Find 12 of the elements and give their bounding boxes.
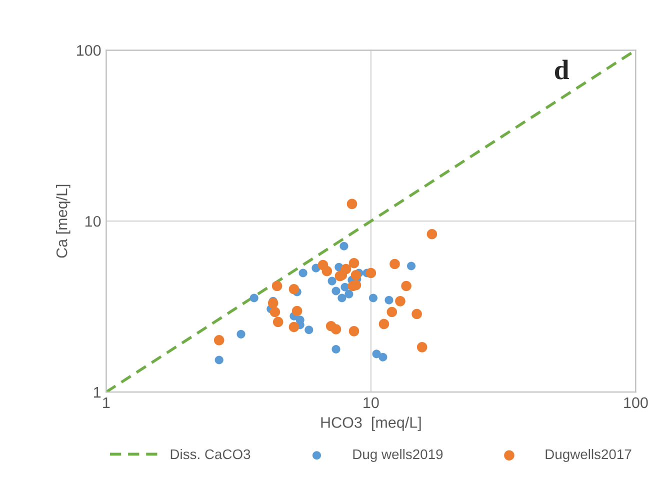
legend-label: Diss. CaCO3: [170, 448, 250, 460]
x-tick-label: 1: [103, 397, 110, 408]
y-tick-label: 10: [85, 216, 101, 227]
legend-label: Dug wells2019: [353, 448, 443, 462]
y-tick-label: 100: [76, 45, 101, 56]
legend-label: Dugwells2017: [546, 448, 632, 462]
x-axis-title: HCO3 [meq/L]: [321, 416, 421, 431]
x-tick-label: 10: [364, 397, 379, 408]
y-axis-title: Ca [meq/L]: [56, 184, 70, 258]
annotation: d: [554, 60, 569, 80]
x-tick-label: 100: [624, 397, 648, 408]
y-tick-label: 1: [94, 387, 101, 398]
